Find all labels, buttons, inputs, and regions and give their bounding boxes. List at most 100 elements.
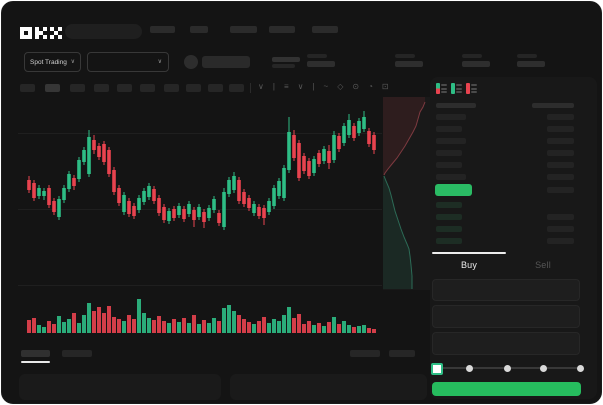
price-field[interactable] [432,279,580,301]
stat-value-placeholder [395,61,423,67]
timeframe-button[interactable] [164,84,179,92]
drawing-tool-icon[interactable]: ◇ [337,82,344,91]
nav-item-placeholder[interactable] [190,26,208,33]
assets-panel-placeholder [230,374,427,400]
depth-asks-area [383,97,425,175]
orderbook-header-amount [532,103,574,108]
timeframe-button[interactable] [94,84,109,92]
bottom-link-placeholder[interactable] [350,350,380,357]
book-asks-icon[interactable] [466,83,477,94]
indicators-chevron-icon[interactable]: ∨ [297,82,304,91]
slider-handle[interactable] [431,363,443,375]
book-bids-icon[interactable] [451,83,462,94]
total-field[interactable] [432,332,580,355]
bid-price-placeholder[interactable] [436,226,462,232]
depth-bids-area [383,176,412,289]
orderbook-header-price [436,103,476,108]
depth-bids-line [383,175,413,289]
bid-price-placeholder[interactable] [436,214,462,220]
stat-value-placeholder [517,61,545,67]
ask-price-placeholder[interactable] [436,126,462,132]
last-price-placeholder [272,57,300,62]
buy-button[interactable] [432,382,581,396]
stat-value-placeholder [307,61,335,67]
coin-icon [184,55,198,69]
line-tool-icon[interactable]: ~ [323,82,329,91]
amount-placeholder [547,187,574,193]
timeframe-button[interactable] [45,84,60,92]
fullscreen-icon[interactable]: ⊡ [381,82,389,91]
market-type-label: Spot Trading [30,58,67,66]
chart-tools: ∨ | ≡ ∨ | ~ ◇ ⊙ ◔ ⊡ [258,81,389,93]
divider: | [272,82,275,91]
chevron-down-icon: ∨ [157,59,162,65]
slider-step-dot[interactable] [577,365,584,372]
slider-step-dot[interactable] [504,365,511,372]
chart-style-chevron-icon[interactable]: ∨ [258,82,264,91]
nav-item-placeholder[interactable] [269,26,295,33]
ask-amount-placeholder [547,138,574,144]
tab-sell[interactable]: Sell [535,260,551,270]
timeframe-button[interactable] [208,84,223,92]
amount-field[interactable] [432,305,580,328]
ask-amount-placeholder [547,162,574,168]
timeframe-button[interactable] [70,84,85,92]
ask-amount-placeholder [547,114,574,120]
timeframe-button[interactable] [186,84,201,92]
ask-price-placeholder[interactable] [436,138,466,144]
timeframe-button[interactable] [20,84,35,92]
chevron-down-icon: ∨ [70,59,75,65]
candles-layer [27,111,376,230]
pair-name-placeholder[interactable] [202,56,250,68]
logo-glyph-X [50,27,62,39]
buy-tab-indicator [432,252,506,254]
ask-amount-placeholder [547,174,574,180]
stat-label-placeholder [462,54,482,58]
stat-value-placeholder [462,61,490,67]
divider: | [312,82,315,91]
tab-buy[interactable]: Buy [460,260,478,270]
timeframe-button[interactable] [140,84,155,92]
bottom-tab-history[interactable] [62,350,92,357]
time-interval-icon[interactable]: ◔ [368,82,373,91]
ask-price-placeholder[interactable] [436,114,466,120]
price-change-placeholder [272,64,295,68]
book-all-icon[interactable] [436,83,447,94]
indicators-icon[interactable]: ≡ [283,82,289,91]
bottom-tab-indicator [21,361,50,363]
timeframe-button[interactable] [117,84,132,92]
ask-price-placeholder[interactable] [436,162,462,168]
depth-asks-line [383,101,426,176]
timeframe-button[interactable] [229,84,244,92]
ask-price-placeholder[interactable] [436,174,466,180]
camera-icon[interactable]: ⊙ [352,82,360,91]
bid-amount-placeholder [547,226,574,232]
stat-label-placeholder [517,54,537,58]
okx-logo [20,27,62,39]
bottom-link-placeholder[interactable] [389,350,415,357]
pair-search-dropdown[interactable]: ∨ [87,52,169,72]
market-type-dropdown[interactable]: Spot Trading ∨ [24,52,81,72]
stat-label-placeholder [395,54,415,58]
ask-price-placeholder[interactable] [436,150,462,156]
bid-amount-placeholder [547,238,574,244]
logo-glyph-K [35,27,47,39]
ask-amount-placeholder [547,126,574,132]
bid-price-placeholder[interactable] [436,202,462,208]
nav-item-placeholder[interactable] [150,26,175,33]
nav-item-placeholder[interactable] [312,26,338,33]
last-price-highlight[interactable] [435,184,472,196]
ask-amount-placeholder [547,150,574,156]
search-input[interactable] [65,24,142,39]
orders-panel-placeholder [19,374,221,400]
nav-item-placeholder[interactable] [230,26,257,33]
volume-layer [27,299,376,333]
slider-step-dot[interactable] [540,365,547,372]
bottom-tab-orders[interactable] [21,350,50,357]
slider-step-dot[interactable] [466,365,473,372]
stat-label-placeholder [307,54,327,58]
bid-price-placeholder[interactable] [436,238,462,244]
